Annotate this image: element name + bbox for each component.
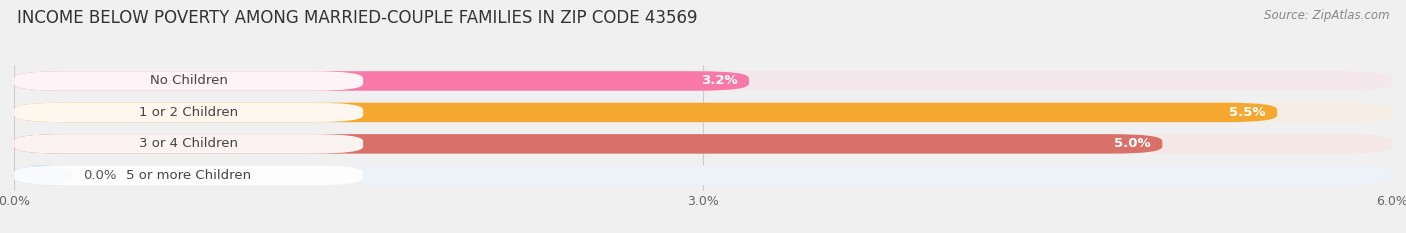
Text: INCOME BELOW POVERTY AMONG MARRIED-COUPLE FAMILIES IN ZIP CODE 43569: INCOME BELOW POVERTY AMONG MARRIED-COUPL… xyxy=(17,9,697,27)
Text: 3.2%: 3.2% xyxy=(700,75,738,87)
Text: Source: ZipAtlas.com: Source: ZipAtlas.com xyxy=(1264,9,1389,22)
Text: 0.0%: 0.0% xyxy=(83,169,117,182)
FancyBboxPatch shape xyxy=(14,134,363,154)
FancyBboxPatch shape xyxy=(14,71,363,91)
Text: 5 or more Children: 5 or more Children xyxy=(127,169,252,182)
FancyBboxPatch shape xyxy=(14,134,1163,154)
FancyBboxPatch shape xyxy=(14,134,1392,154)
FancyBboxPatch shape xyxy=(14,166,72,185)
Text: 1 or 2 Children: 1 or 2 Children xyxy=(139,106,238,119)
FancyBboxPatch shape xyxy=(14,166,363,185)
FancyBboxPatch shape xyxy=(14,103,1277,122)
Text: No Children: No Children xyxy=(149,75,228,87)
Text: 5.5%: 5.5% xyxy=(1229,106,1265,119)
FancyBboxPatch shape xyxy=(14,71,749,91)
FancyBboxPatch shape xyxy=(14,103,363,122)
Text: 5.0%: 5.0% xyxy=(1114,137,1150,150)
FancyBboxPatch shape xyxy=(14,166,1392,185)
Text: 3 or 4 Children: 3 or 4 Children xyxy=(139,137,238,150)
FancyBboxPatch shape xyxy=(14,71,1392,91)
FancyBboxPatch shape xyxy=(14,103,1392,122)
